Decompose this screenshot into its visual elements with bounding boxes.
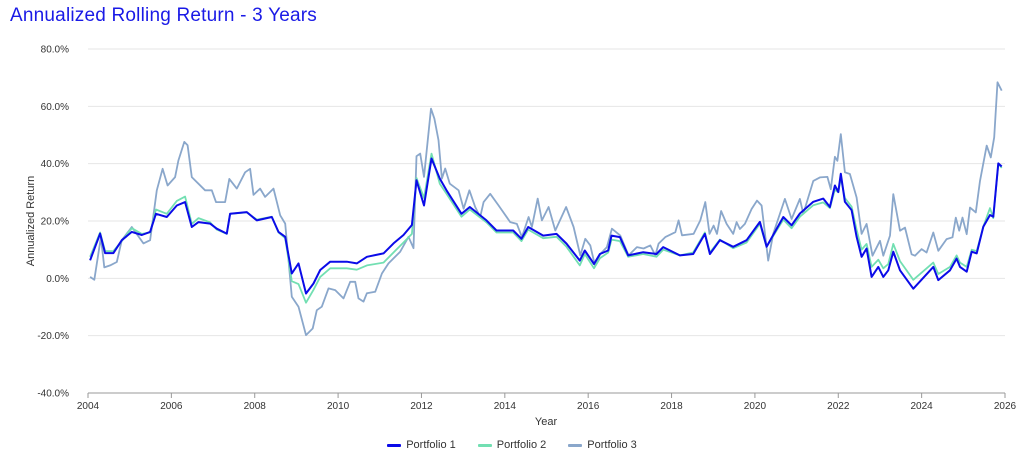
legend-label: Portfolio 3 [587, 439, 637, 451]
y-tick-label: -40.0% [37, 389, 69, 400]
gridlines [88, 48, 1005, 394]
x-tick-label: 2010 [327, 401, 350, 412]
x-tick-label: 2016 [577, 401, 600, 412]
y-axis-ticks: -40.0% -20.0% 0.0% 20.0% 40.0% 60.0% 80.0% [37, 45, 69, 400]
series-lines [89, 81, 1003, 336]
x-axis-ticks: 2004 2006 2008 2010 2012 2014 2016 2018 2020 2022… [77, 393, 1017, 412]
legend-label: Portfolio 2 [496, 439, 547, 451]
x-tick-label: 2026 [994, 401, 1017, 412]
legend-item-portfolio-1[interactable]: Portfolio 1 [387, 439, 456, 451]
legend-item-portfolio-3[interactable]: Portfolio 3 [568, 439, 637, 451]
legend: Portfolio 1 Portfolio 2 Portfolio 3 [0, 439, 1024, 451]
y-tick-label: 40.0% [41, 159, 69, 170]
x-tick-label: 2018 [660, 401, 683, 412]
legend-swatch [387, 443, 402, 447]
y-tick-label: 20.0% [41, 217, 69, 228]
x-tick-label: 2012 [410, 401, 433, 412]
series-line-1 [89, 157, 1003, 295]
y-tick-label: 80.0% [41, 45, 69, 56]
x-tick-label: 2022 [827, 401, 850, 412]
legend-item-portfolio-2[interactable]: Portfolio 2 [477, 439, 547, 451]
x-tick-label: 2024 [911, 401, 934, 412]
chart-title: Annualized Rolling Return - 3 Years [10, 5, 317, 26]
x-axis-label: Year [535, 416, 558, 428]
series-line-3 [89, 81, 1003, 336]
x-tick-label: 2008 [244, 401, 267, 412]
x-tick-label: 2004 [77, 401, 100, 412]
y-axis-label: Annualized Return [25, 176, 37, 267]
x-tick-label: 2006 [160, 401, 183, 412]
legend-swatch [477, 443, 492, 447]
legend-swatch [568, 443, 583, 447]
y-tick-label: 60.0% [41, 102, 69, 113]
y-tick-label: 0.0% [46, 274, 69, 285]
y-tick-label: -20.0% [37, 331, 69, 342]
x-tick-label: 2020 [744, 401, 767, 412]
x-tick-label: 2014 [494, 401, 517, 412]
legend-label: Portfolio 1 [406, 439, 456, 451]
